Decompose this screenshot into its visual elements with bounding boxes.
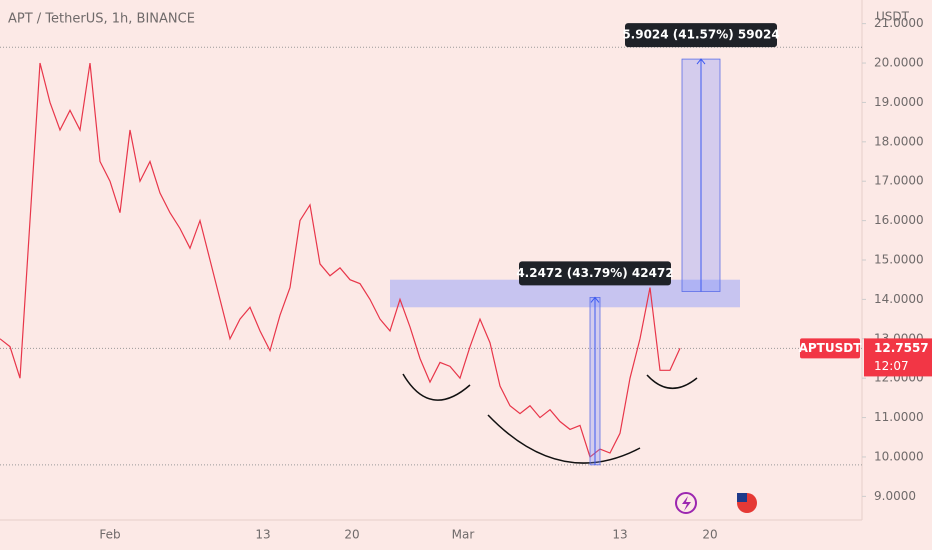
measure-arrowhead	[696, 58, 706, 65]
measure-label: 4.2472 (43.79%) 42472	[516, 266, 673, 280]
price-series	[0, 62, 681, 458]
pattern-curve	[487, 414, 641, 464]
last-price: 12.7557	[874, 341, 929, 355]
measure-tag: 4.2472 (43.79%) 42472	[516, 261, 674, 286]
price-tag: APTUSDT	[799, 338, 932, 377]
x-tick-label: 20	[344, 528, 359, 542]
pattern-curve	[402, 373, 471, 401]
y-tick-label: 21.0000	[874, 16, 924, 30]
measure-tag-bg	[625, 23, 777, 48]
y-tick-label: 17.0000	[874, 174, 924, 188]
y-tick-label: 11.0000	[874, 410, 924, 424]
measure-label: 5.9024 (41.57%) 59024	[622, 28, 779, 42]
pattern-curve	[646, 374, 698, 389]
price-tag-bg	[864, 338, 932, 377]
measure-tag: 5.9024 (41.57%) 59024	[622, 23, 780, 48]
y-unit: USDT	[876, 10, 910, 24]
x-tick-label: 13	[255, 528, 270, 542]
y-tick-label: 10.0000	[874, 449, 924, 463]
symbol-label: APTUSDT	[799, 341, 863, 355]
y-tick-label: 15.0000	[874, 253, 924, 267]
x-tick-label: 13	[612, 528, 627, 542]
x-tick-label: 20	[702, 528, 717, 542]
x-tick-label: Mar	[452, 528, 475, 542]
countdown: 12:07	[874, 359, 909, 373]
symbol-tag-bg	[800, 338, 860, 359]
flag-icon	[737, 493, 747, 502]
event-icon[interactable]	[675, 492, 697, 514]
y-tick-label: 16.0000	[874, 213, 924, 227]
measure-tag-bg	[519, 261, 671, 286]
chart-title: APT / TetherUS, 1h, BINANCE	[8, 12, 195, 27]
y-tick-label: 20.0000	[874, 56, 924, 70]
y-tick-label: 19.0000	[874, 95, 924, 109]
event-icon	[682, 496, 691, 511]
y-tick-label: 14.0000	[874, 292, 924, 306]
x-tick-label: Feb	[99, 528, 120, 542]
y-tick-label: 18.0000	[874, 134, 924, 148]
y-tick-label: 9.0000	[874, 489, 916, 503]
measure-arrowhead	[590, 296, 600, 303]
